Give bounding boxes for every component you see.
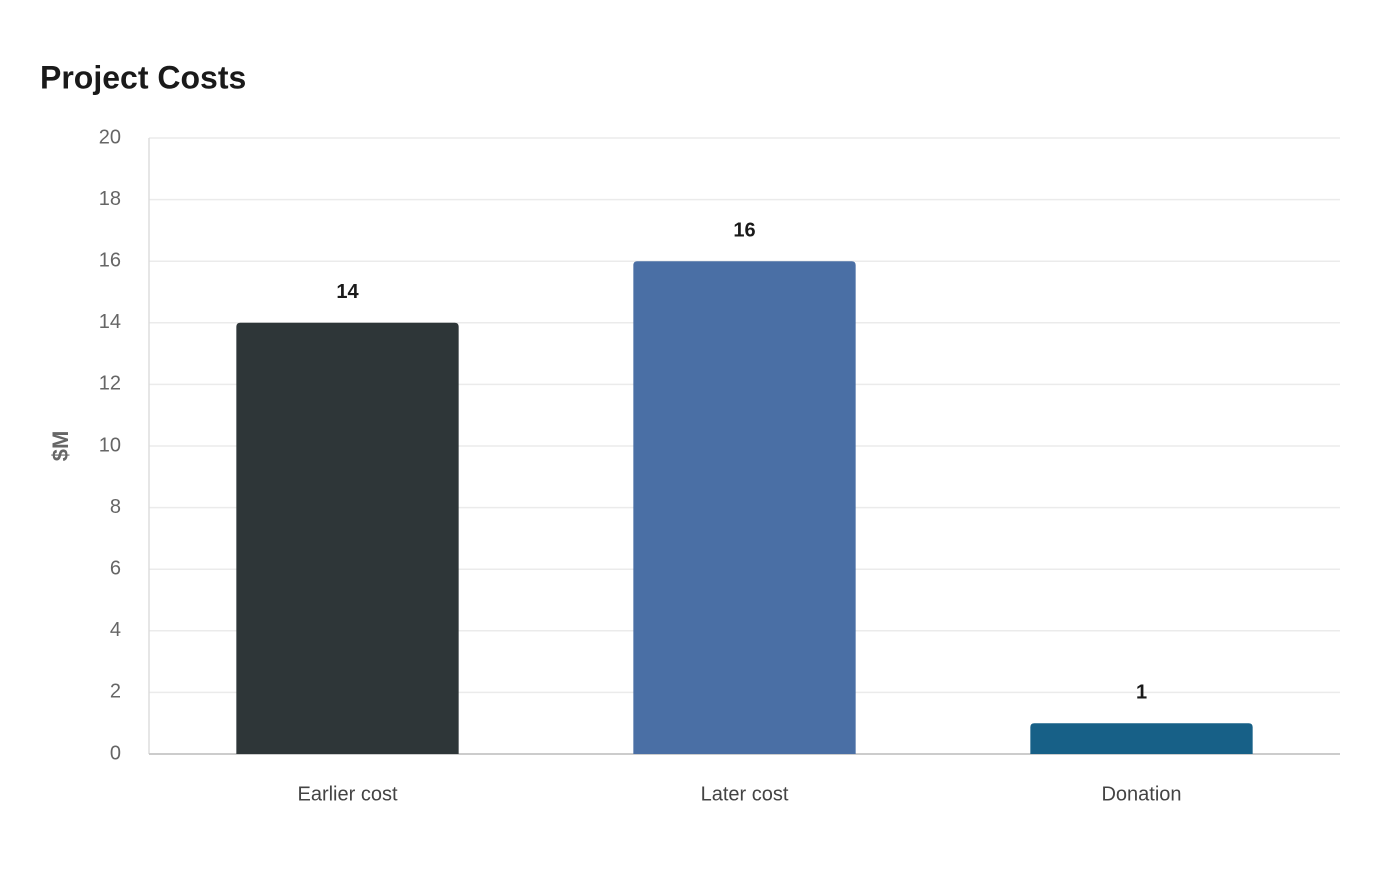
value-label: 1 <box>1136 681 1147 703</box>
y-tick-label: 10 <box>99 434 121 456</box>
y-tick-label: 16 <box>99 249 121 271</box>
y-tick-label: 0 <box>110 742 121 764</box>
chart-title: Project Costs <box>40 59 246 95</box>
x-tick-label: Earlier cost <box>297 783 397 805</box>
value-label: 16 <box>733 219 755 241</box>
y-tick-label: 12 <box>99 373 121 395</box>
y-tick-label: 20 <box>99 126 121 148</box>
y-tick-label: 6 <box>110 557 121 579</box>
bar <box>236 322 459 754</box>
y-tick-label: 14 <box>99 311 121 333</box>
bar <box>633 261 856 754</box>
value-label: 14 <box>336 281 359 303</box>
y-tick-label: 18 <box>99 188 121 210</box>
y-tick-label: 4 <box>110 619 121 641</box>
y-tick-label: 8 <box>110 496 121 518</box>
bar <box>1030 723 1253 754</box>
y-axis-label: $M <box>48 431 73 462</box>
x-tick-label: Donation <box>1101 783 1181 805</box>
x-tick-label: Later cost <box>701 783 789 805</box>
y-tick-label: 2 <box>110 681 121 703</box>
